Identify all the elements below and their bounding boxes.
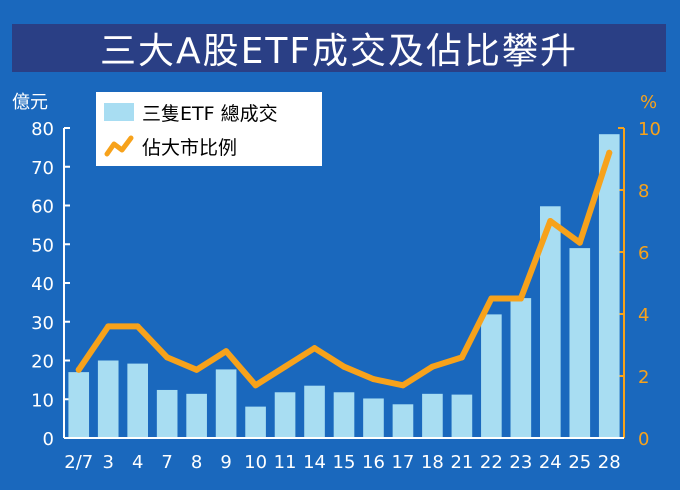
bar — [215, 369, 237, 438]
legend-line-label: 佔大市比例 — [142, 136, 238, 159]
bar — [451, 394, 473, 438]
left-tick-label: 60 — [31, 197, 54, 218]
line-point — [282, 363, 289, 370]
x-axis: 2/7 3 4 7 8 9 10 11 14 15 16 17 18 21 22 23 24 25 28 — [64, 437, 624, 473]
line-point — [164, 354, 171, 361]
legend-bar-label: 三隻ETF 總成交 — [142, 102, 278, 125]
right-tick-label: 0 — [638, 429, 649, 450]
x-tick-label: 4 — [132, 452, 143, 473]
line-point — [488, 295, 495, 302]
x-tick-label: 25 — [568, 452, 591, 473]
bar — [333, 392, 355, 438]
title-bar: 三大A股ETF成交及佔比攀升 — [12, 24, 666, 72]
line-point — [370, 376, 377, 383]
right-tick-label: 2 — [638, 367, 649, 388]
legend-item-bar: 三隻ETF 總成交 — [104, 96, 278, 128]
left-tick-label: 40 — [31, 274, 54, 295]
bar — [392, 404, 414, 438]
bar — [274, 392, 296, 438]
bar — [156, 389, 178, 438]
x-tick-label: 24 — [539, 452, 562, 473]
line-point — [134, 323, 141, 330]
x-tick-label: 18 — [421, 452, 444, 473]
x-tick-label: 15 — [333, 452, 356, 473]
bar — [304, 385, 325, 438]
bar — [598, 134, 620, 438]
left-tick-label: 70 — [31, 158, 54, 179]
legend: 三隻ETF 總成交 佔大市比例 — [96, 92, 322, 166]
left-tick-label: 0 — [43, 429, 54, 450]
line-point — [547, 218, 554, 224]
x-tick-label: 8 — [191, 452, 202, 473]
bar — [186, 393, 207, 438]
bar-series — [68, 134, 620, 438]
left-tick-label: 10 — [31, 390, 54, 411]
right-axis-unit: % — [640, 92, 657, 113]
line-point — [311, 345, 318, 352]
bar — [97, 360, 119, 438]
line-point — [75, 366, 82, 373]
right-tick-label: 10 — [638, 119, 661, 140]
line-point — [105, 323, 112, 330]
bar — [540, 206, 561, 438]
left-axis: 0 10 20 30 40 50 60 70 80 — [31, 119, 70, 450]
x-tick-label: 7 — [161, 452, 172, 473]
x-tick-label: 17 — [391, 452, 414, 473]
line-series — [75, 149, 613, 389]
line-point — [576, 239, 583, 246]
bar — [481, 314, 502, 438]
legend-bar-swatch — [104, 103, 134, 121]
x-tick-label: 2/7 — [64, 452, 93, 473]
bar — [363, 398, 384, 438]
x-tick-label: 16 — [362, 452, 385, 473]
line-point — [606, 149, 613, 156]
line-point — [193, 366, 200, 373]
x-tick-label: 11 — [274, 452, 297, 473]
line-point — [458, 354, 465, 361]
line-point — [517, 295, 524, 302]
right-tick-label: 6 — [638, 243, 649, 264]
line-point — [399, 382, 406, 389]
left-tick-label: 20 — [31, 352, 54, 373]
left-axis-unit: 億元 — [12, 92, 48, 113]
line-point — [223, 348, 230, 355]
right-tick-label: 4 — [638, 305, 649, 326]
left-tick-label: 30 — [31, 313, 54, 334]
line-point — [429, 363, 436, 370]
x-tick-label: 9 — [220, 452, 231, 473]
bar — [245, 406, 266, 438]
bar — [510, 298, 532, 438]
chart-title: 三大A股ETF成交及佔比攀升 — [99, 31, 579, 72]
x-tick-label: 3 — [102, 452, 113, 473]
left-tick-label: 50 — [31, 235, 54, 256]
line-point — [252, 382, 259, 389]
bar — [68, 372, 90, 438]
x-tick-label: 22 — [480, 452, 503, 473]
x-tick-label: 14 — [303, 452, 326, 473]
left-tick-label: 80 — [31, 119, 54, 140]
bar — [422, 393, 443, 438]
right-tick-label: 8 — [638, 181, 649, 202]
legend-line-swatch — [104, 135, 134, 157]
x-tick-label: 21 — [450, 452, 473, 473]
bar — [569, 248, 591, 438]
right-axis: 0 2 4 6 8 10 — [618, 119, 661, 450]
x-tick-label: 10 — [244, 452, 267, 473]
bar — [127, 363, 148, 438]
line-point — [341, 363, 347, 370]
legend-item-line: 佔大市比例 — [104, 130, 237, 162]
x-tick-label: 28 — [598, 452, 621, 473]
x-tick-label: 23 — [509, 452, 532, 473]
